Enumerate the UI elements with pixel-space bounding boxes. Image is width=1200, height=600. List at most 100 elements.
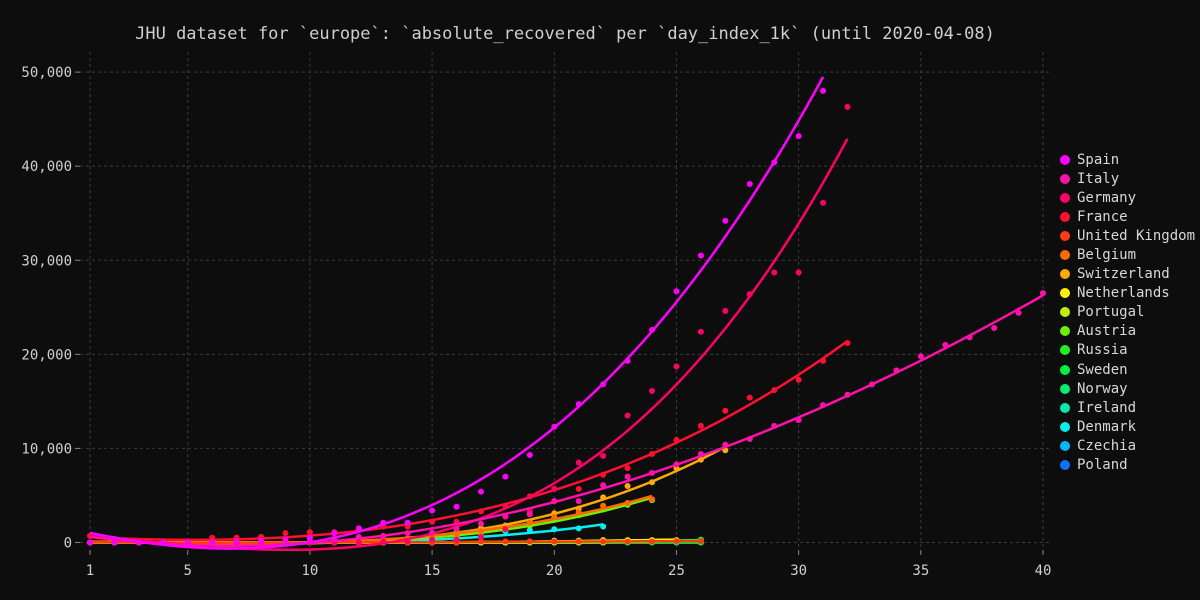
data-point <box>649 451 656 458</box>
data-point <box>600 381 607 388</box>
legend-marker <box>1060 288 1070 299</box>
legend-item[interactable]: Poland <box>1060 456 1195 475</box>
data-point <box>575 498 582 505</box>
data-point <box>844 340 851 347</box>
legend-item[interactable]: Ireland <box>1060 398 1195 417</box>
data-point <box>722 308 729 315</box>
data-point <box>429 518 436 525</box>
data-point <box>673 461 680 468</box>
legend-label: United Kingdom <box>1077 227 1196 244</box>
series-trend-line <box>89 294 1044 547</box>
data-point <box>624 465 631 472</box>
legend-item[interactable]: Norway <box>1060 379 1195 398</box>
legend-marker <box>1060 383 1070 394</box>
data-point <box>551 498 558 505</box>
data-point <box>844 391 851 398</box>
legend-item[interactable]: Russia <box>1060 341 1195 360</box>
data-point <box>575 485 582 492</box>
data-point <box>697 252 704 259</box>
data-point <box>404 519 411 526</box>
legend-marker <box>1060 307 1070 318</box>
legend-marker <box>1060 440 1070 451</box>
data-point <box>600 502 607 509</box>
data-point <box>673 288 680 295</box>
data-point <box>282 530 289 537</box>
data-point <box>1015 309 1022 316</box>
series-spain <box>87 76 827 550</box>
data-point <box>722 407 729 414</box>
data-point <box>404 538 411 545</box>
data-point <box>502 526 509 533</box>
data-point <box>111 539 118 546</box>
data-point <box>477 508 484 515</box>
data-point <box>844 103 851 110</box>
legend-item[interactable]: Italy <box>1060 169 1195 188</box>
data-point <box>355 539 362 546</box>
data-point <box>453 503 460 510</box>
data-point <box>820 357 827 364</box>
legend-item[interactable]: Austria <box>1060 322 1195 341</box>
legend-item[interactable]: France <box>1060 207 1195 226</box>
legend-item[interactable]: Sweden <box>1060 360 1195 379</box>
legend-item[interactable]: Germany <box>1060 188 1195 207</box>
data-point <box>551 485 558 492</box>
data-point <box>502 538 509 545</box>
data-point <box>477 488 484 495</box>
legend-marker <box>1060 460 1070 471</box>
data-point <box>697 456 704 463</box>
legend-item[interactable]: Czechia <box>1060 436 1195 455</box>
legend-marker <box>1060 250 1070 261</box>
data-point <box>575 538 582 545</box>
data-point <box>795 133 802 140</box>
data-point <box>624 473 631 480</box>
data-point <box>820 87 827 94</box>
legend-label: Netherlands <box>1077 285 1170 302</box>
data-point <box>600 523 607 530</box>
series-germany <box>87 103 851 552</box>
data-point <box>380 532 387 539</box>
data-point <box>526 451 533 458</box>
x-tick-label: 15 <box>424 563 441 579</box>
data-point <box>477 520 484 527</box>
legend-marker <box>1060 269 1070 280</box>
legend-item[interactable]: Spain <box>1060 150 1195 169</box>
legend-item[interactable]: Denmark <box>1060 417 1195 436</box>
legend-marker <box>1060 173 1070 184</box>
data-point <box>477 533 484 540</box>
data-point <box>673 436 680 443</box>
data-point <box>575 509 582 516</box>
y-tick-label: 0 <box>64 535 72 551</box>
legend-item[interactable]: Switzerland <box>1060 265 1195 284</box>
data-point <box>380 519 387 526</box>
series-trend-line <box>89 76 825 550</box>
legend-marker <box>1060 192 1070 203</box>
data-point <box>697 451 704 458</box>
legend-label: Belgium <box>1077 247 1137 264</box>
data-point <box>209 539 216 546</box>
data-point <box>429 536 436 543</box>
data-point <box>600 482 607 489</box>
data-point <box>258 537 265 544</box>
legend-item[interactable]: Portugal <box>1060 303 1195 322</box>
data-point <box>771 422 778 429</box>
legend-item[interactable]: Belgium <box>1060 245 1195 264</box>
data-point <box>87 539 93 546</box>
legend-label: Italy <box>1077 170 1120 187</box>
data-point <box>795 376 802 383</box>
data-point <box>575 525 582 532</box>
x-tick-label: 5 <box>184 563 192 579</box>
legend-item[interactable]: United Kingdom <box>1060 226 1195 245</box>
y-tick-label: 40,000 <box>21 159 72 175</box>
data-point <box>160 539 167 546</box>
data-point <box>649 496 656 503</box>
data-point <box>404 530 411 537</box>
legend-label: Denmark <box>1077 418 1137 435</box>
data-point <box>551 514 558 521</box>
data-point <box>771 269 778 276</box>
legend-marker <box>1060 230 1070 241</box>
data-point <box>551 423 558 430</box>
legend-item[interactable]: Netherlands <box>1060 284 1195 303</box>
data-point <box>355 533 362 540</box>
data-point <box>600 471 607 478</box>
